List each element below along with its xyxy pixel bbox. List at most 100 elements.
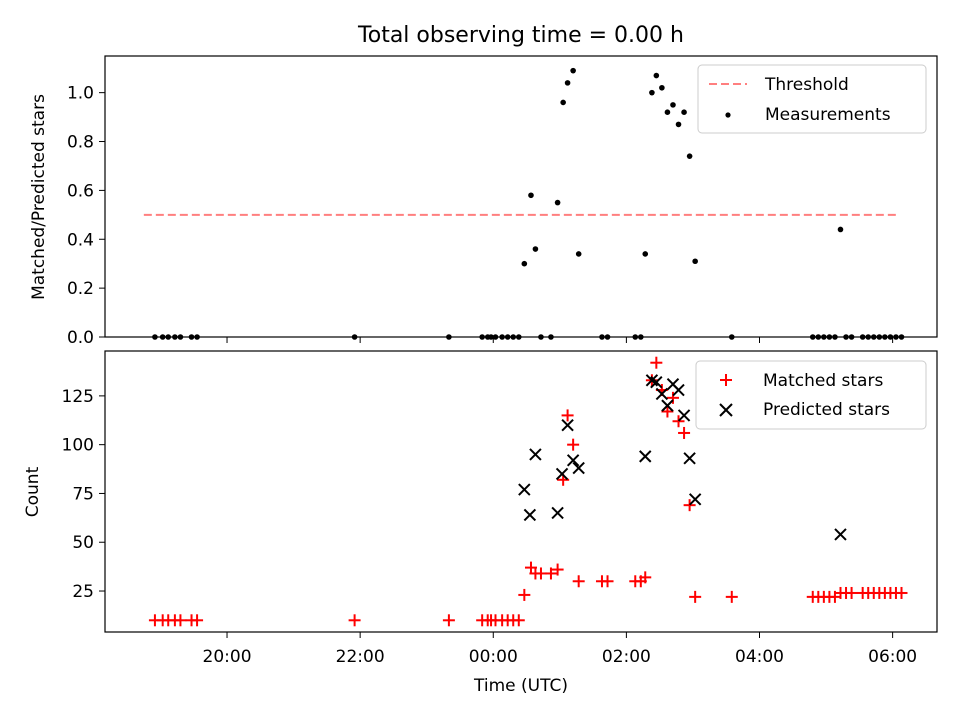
measurement-point [532, 246, 539, 252]
predicted-star-point [555, 467, 569, 481]
matched-star-point [512, 614, 525, 627]
predicted-star-point [655, 387, 669, 401]
matched-star-point [551, 563, 564, 576]
matched-star-point [650, 356, 663, 369]
predicted-star-point [650, 376, 663, 389]
ratio-marks [143, 67, 905, 340]
measurement-point [575, 251, 582, 257]
count-y-tick-label: 25 [72, 582, 94, 602]
ratio-axes-frame [104, 55, 938, 338]
count-y-ticks: 25 50 75 100 125 [62, 387, 105, 602]
matched-star-point [544, 567, 557, 580]
measurement-point [659, 84, 665, 91]
measurement-point [675, 121, 682, 128]
ratio-y-tick-label: 0.6 [67, 181, 94, 201]
measurement-point [686, 153, 693, 159]
predicted-legend-label: Predicted stars [763, 400, 890, 420]
matched-legend-swatch [720, 374, 732, 386]
predicted-star-point [561, 418, 574, 432]
matched-star-point [518, 588, 531, 601]
count-panel: 25 50 75 100 125 20:00 22:00 00:00 02:00 04:00 06… [23, 350, 938, 696]
measurement-point [837, 226, 844, 233]
measurement-point [521, 260, 528, 267]
ratio-y-tick-label: 0.8 [67, 133, 94, 153]
ratio-legend-box [697, 64, 927, 134]
ratio-y-ticks: 0.0 0.2 0.4 0.6 0.8 1.0 [67, 84, 105, 348]
measurement-point [528, 192, 534, 199]
ratio-panel: 0.0 0.2 0.4 0.6 0.8 1.0 Matched/Predicted sta… [29, 55, 938, 348]
matched-star-point [672, 415, 685, 428]
predicted-star-point [834, 528, 847, 541]
predicted-legend-swatch [719, 403, 733, 417]
matched-star-point [348, 614, 361, 627]
measurement-point [649, 89, 655, 96]
measurement-point [670, 102, 676, 108]
measurement-point [653, 72, 660, 79]
measurement-point [642, 251, 649, 257]
threshold-legend-label: Threshold [764, 75, 849, 95]
count-marks [148, 356, 908, 627]
predicted-star-point [572, 461, 585, 475]
count-y-tick-label: 75 [72, 484, 94, 504]
matched-star-point [661, 405, 674, 418]
matched-star-point [561, 409, 574, 422]
count-y-tick-label: 100 [62, 436, 94, 456]
matched-star-point [689, 590, 702, 603]
matched-star-point [725, 590, 738, 603]
matched-star-point [895, 586, 908, 599]
measurement-point [554, 199, 561, 206]
matched-star-point [191, 614, 204, 627]
ratio-y-tick-label: 0.2 [67, 279, 94, 299]
predicted-star-point [518, 483, 531, 496]
matched-legend-label: Matched stars [763, 371, 883, 391]
ratio-y-tick-label: 1.0 [67, 84, 94, 104]
ratio-y-tick-label: 0.4 [67, 230, 94, 250]
matched-star-point [601, 575, 614, 588]
matched-star-point [572, 575, 585, 588]
count-y-axis-label: Count [23, 466, 43, 517]
count-y-tick-label: 50 [72, 533, 94, 553]
chart-title: Total observing time = 0.00 h [357, 23, 684, 48]
predicted-star-point [529, 448, 542, 461]
measurement-point [560, 99, 566, 106]
measurements-legend-swatch [725, 112, 731, 118]
measurement-point [570, 67, 576, 74]
count-legend: Matched stars Predicted stars [695, 360, 927, 430]
count-x-ticks: 20:00 22:00 00:00 02:00 04:00 06:00 [203, 632, 917, 667]
count-axes-frame [104, 350, 938, 633]
ratio-y-tick-label: 0.0 [67, 328, 94, 348]
matched-star-point [174, 614, 187, 627]
predicted-star-point [683, 452, 696, 465]
count-x-tick-label: 02:00 [602, 647, 651, 667]
count-x-tick-label: 20:00 [203, 647, 252, 667]
measurements-legend-label: Measurements [765, 105, 891, 125]
predicted-star-point [677, 409, 691, 422]
matched-star-point [639, 571, 652, 584]
measurement-point [564, 80, 571, 86]
matched-star-point [845, 586, 858, 599]
predicted-star-point [566, 454, 580, 467]
predicted-star-point [639, 450, 652, 463]
count-legend-box [695, 360, 927, 430]
predicted-star-point [523, 508, 537, 522]
count-x-tick-label: 22:00 [336, 647, 385, 667]
count-x-tick-label: 00:00 [469, 647, 518, 667]
measurement-point [664, 109, 671, 115]
predicted-star-point [551, 506, 564, 520]
predicted-star-point [688, 493, 702, 506]
ratio-x-ticks [226, 337, 894, 343]
count-x-tick-label: 04:00 [735, 647, 784, 667]
matched-star-point [666, 391, 679, 404]
measurement-point [692, 258, 698, 265]
matched-star-point [442, 614, 455, 627]
predicted-star-point [672, 383, 685, 397]
matched-star-point [567, 438, 580, 451]
ratio-legend: Threshold Measurements [697, 64, 927, 134]
matched-star-point [678, 426, 691, 439]
x-axis-label: Time (UTC) [473, 676, 568, 696]
count-y-tick-label: 125 [62, 387, 94, 407]
predicted-star-point [661, 399, 674, 412]
matched-star-point [683, 499, 696, 512]
measurement-point [681, 109, 687, 115]
